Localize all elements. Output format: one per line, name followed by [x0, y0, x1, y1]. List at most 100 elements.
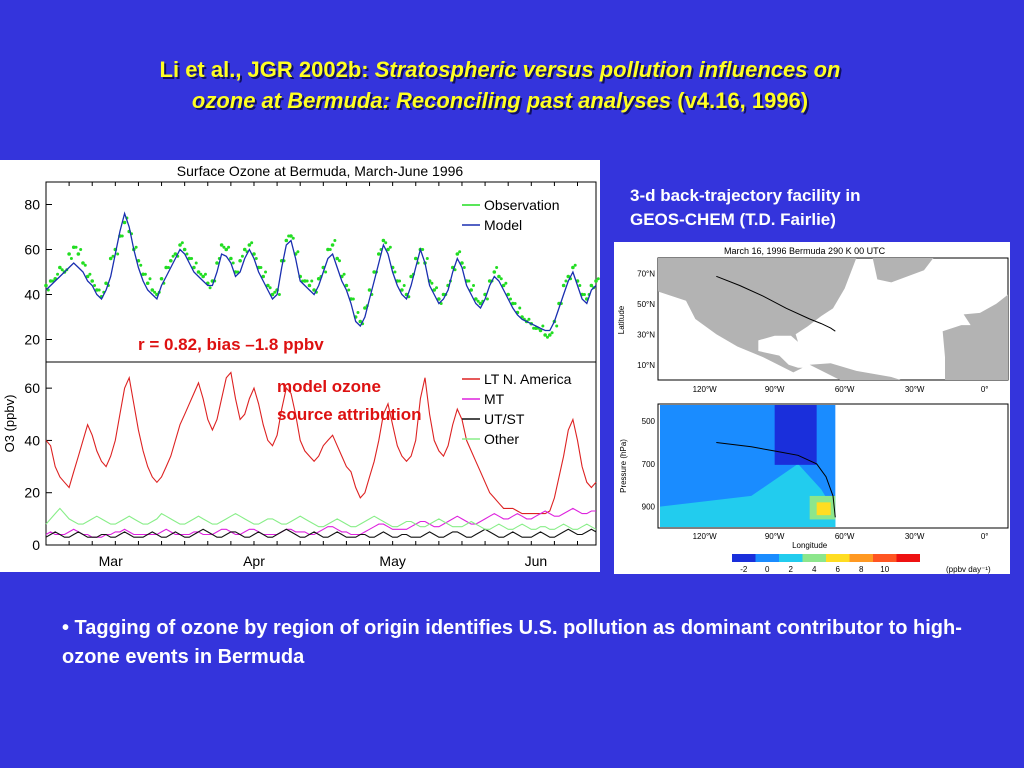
observation-point — [224, 247, 229, 252]
series-line — [45, 528, 597, 538]
observation-point — [495, 266, 499, 269]
observation-point — [180, 241, 184, 245]
observation-point — [328, 248, 332, 251]
title-italic-1: Stratospheric versus pollution influence… — [374, 57, 841, 82]
observation-point — [538, 328, 543, 333]
south-america-landmass — [809, 363, 901, 380]
cross-section-y-axis-label: Pressure (hPa) — [619, 439, 628, 493]
title-italic-2: ozone at Bermuda: Reconciling past analy… — [191, 88, 672, 113]
observation-point — [303, 279, 307, 283]
observation-point — [499, 277, 503, 281]
observation-point — [277, 293, 281, 296]
series-line — [45, 507, 596, 538]
observation-point — [307, 283, 312, 288]
heatmap-region — [816, 502, 831, 516]
observation-point — [501, 283, 506, 288]
observation-point — [511, 301, 515, 306]
cross-section-lon-label: 120°W — [693, 532, 718, 541]
cross-section-lon-label: 30°W — [905, 532, 925, 541]
x-tick-label-month: May — [379, 553, 405, 569]
observation-point — [381, 238, 386, 243]
observation-point — [270, 292, 275, 297]
observation-point — [333, 239, 337, 242]
observation-point — [203, 272, 207, 276]
colorbar-unit: (ppbv day⁻¹) — [946, 565, 991, 574]
observation-point — [347, 288, 351, 292]
observation-point — [74, 245, 78, 249]
europe-africa-landmass — [942, 258, 1008, 380]
observation-point — [474, 297, 478, 301]
observation-point — [171, 254, 175, 258]
observation-point — [116, 252, 120, 256]
observation-point — [159, 276, 164, 281]
observation-point — [541, 324, 545, 328]
observation-point — [134, 245, 138, 249]
observation-point — [310, 279, 314, 283]
trajectory-caption: 3-d back-trajectory facility in GEOS-CHE… — [630, 184, 1010, 232]
legend-entry: Other — [484, 431, 519, 447]
ozone-y-axis-label: O3 (ppbv) — [2, 395, 17, 453]
observation-point — [250, 241, 254, 245]
colorbar-swatch — [849, 554, 873, 562]
observation-point — [596, 277, 600, 281]
observation-point — [182, 247, 187, 252]
observation-point — [326, 247, 330, 252]
colorbar-swatch — [732, 554, 756, 562]
map-lon-label: 60°W — [835, 385, 855, 394]
observation-point — [545, 335, 549, 339]
observation-point — [330, 243, 335, 247]
observation-point — [229, 256, 233, 261]
observation-point — [566, 274, 571, 279]
title-tail: (v4.16, 1996) — [671, 88, 809, 113]
map-lon-label: 120°W — [693, 385, 718, 394]
colorbar-tick-label: 8 — [859, 565, 864, 574]
legend-entry: LT N. America — [484, 371, 572, 387]
trajectory-figure: March 16, 1996 Bermuda 290 K 00 UTC 70°N 5… — [617, 246, 1009, 574]
observation-point — [564, 279, 568, 283]
observation-point — [458, 250, 462, 254]
observation-point — [56, 272, 60, 276]
y-tick-label-bottom: 20 — [24, 485, 40, 501]
colorbar-swatch — [779, 554, 803, 562]
cross-section-lon-label: 60°W — [835, 532, 855, 541]
observation-point — [527, 317, 531, 321]
observation-point — [589, 283, 594, 288]
slide-title: Li et al., JGR 2002b: Stratospheric vers… — [60, 54, 940, 116]
observation-point — [141, 272, 145, 277]
observation-point — [425, 257, 429, 260]
colorbar-tick-label: -2 — [740, 565, 748, 574]
observation-point — [150, 288, 155, 292]
observation-point — [192, 265, 196, 270]
observation-point — [460, 261, 464, 265]
colorbar-tick-label: 4 — [812, 565, 817, 574]
observation-point — [231, 261, 235, 265]
observation-point — [168, 258, 173, 263]
observation-point — [437, 297, 441, 301]
observation-point — [247, 243, 252, 247]
observation-point — [194, 261, 198, 265]
observation-point — [185, 252, 189, 256]
observation-point — [284, 238, 289, 243]
legend-entry: MT — [484, 391, 505, 407]
observation-point — [472, 284, 476, 287]
observation-point — [476, 299, 480, 303]
legend-entry: Observation — [484, 197, 559, 213]
observation-point — [316, 276, 321, 281]
observation-point — [573, 263, 577, 267]
observation-point — [215, 261, 219, 265]
ozone-chart: Surface Ozone at Bermuda, March-June 199… — [2, 163, 600, 569]
observation-point — [104, 281, 108, 286]
observation-point — [67, 252, 71, 256]
pressure-tick-label: 500 — [642, 417, 656, 426]
observation-point — [324, 270, 328, 274]
observation-point — [153, 290, 157, 294]
y-tick-label-top: 80 — [24, 197, 40, 213]
observation-point — [95, 288, 99, 292]
observation-point — [252, 252, 256, 256]
observation-point — [219, 243, 224, 247]
observation-point — [467, 279, 471, 283]
observation-point — [145, 281, 150, 286]
observation-point — [148, 277, 152, 281]
observation-point — [296, 250, 300, 254]
observation-point — [421, 248, 425, 251]
